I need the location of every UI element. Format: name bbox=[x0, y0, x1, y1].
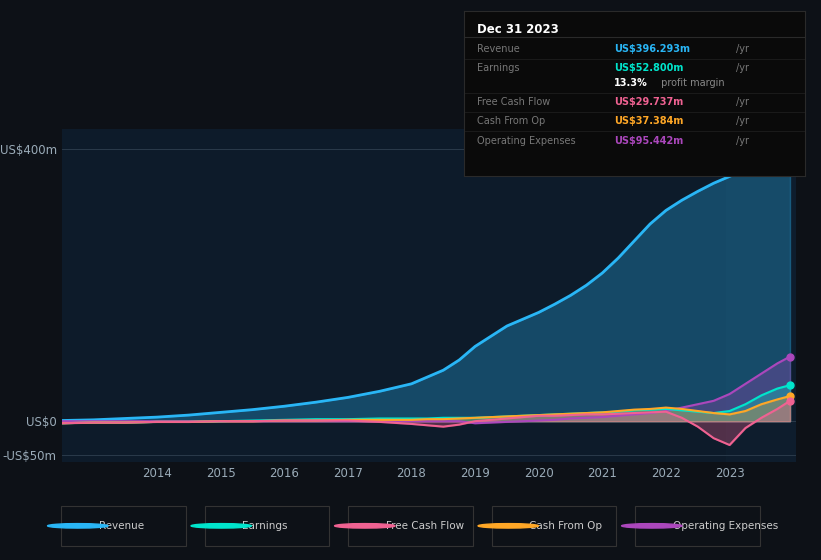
Text: Earnings: Earnings bbox=[242, 521, 288, 531]
Text: Revenue: Revenue bbox=[99, 521, 144, 531]
Text: Free Cash Flow: Free Cash Flow bbox=[386, 521, 464, 531]
FancyBboxPatch shape bbox=[348, 506, 473, 546]
Text: US$37.384m: US$37.384m bbox=[614, 116, 683, 126]
Text: profit margin: profit margin bbox=[658, 78, 725, 88]
Text: /yr: /yr bbox=[736, 136, 750, 146]
Text: Operating Expenses: Operating Expenses bbox=[673, 521, 778, 531]
Text: Free Cash Flow: Free Cash Flow bbox=[478, 97, 551, 107]
FancyBboxPatch shape bbox=[492, 506, 617, 546]
Text: /yr: /yr bbox=[736, 97, 750, 107]
Text: Revenue: Revenue bbox=[478, 44, 521, 54]
Circle shape bbox=[621, 524, 682, 528]
Circle shape bbox=[48, 524, 108, 528]
Circle shape bbox=[191, 524, 251, 528]
Text: Dec 31 2023: Dec 31 2023 bbox=[478, 23, 559, 36]
Text: Cash From Op: Cash From Op bbox=[530, 521, 603, 531]
Text: US$95.442m: US$95.442m bbox=[614, 136, 683, 146]
Bar bbox=[727, 129, 796, 462]
FancyBboxPatch shape bbox=[635, 506, 760, 546]
Text: /yr: /yr bbox=[736, 44, 750, 54]
Text: Cash From Op: Cash From Op bbox=[478, 116, 546, 126]
Text: Earnings: Earnings bbox=[478, 63, 520, 73]
FancyBboxPatch shape bbox=[204, 506, 329, 546]
Circle shape bbox=[335, 524, 395, 528]
Text: US$52.800m: US$52.800m bbox=[614, 63, 683, 73]
Text: US$29.737m: US$29.737m bbox=[614, 97, 683, 107]
Text: /yr: /yr bbox=[736, 116, 750, 126]
Text: Operating Expenses: Operating Expenses bbox=[478, 136, 576, 146]
FancyBboxPatch shape bbox=[61, 506, 186, 546]
Text: US$396.293m: US$396.293m bbox=[614, 44, 690, 54]
Text: 13.3%: 13.3% bbox=[614, 78, 648, 88]
Circle shape bbox=[478, 524, 539, 528]
Text: /yr: /yr bbox=[736, 63, 750, 73]
